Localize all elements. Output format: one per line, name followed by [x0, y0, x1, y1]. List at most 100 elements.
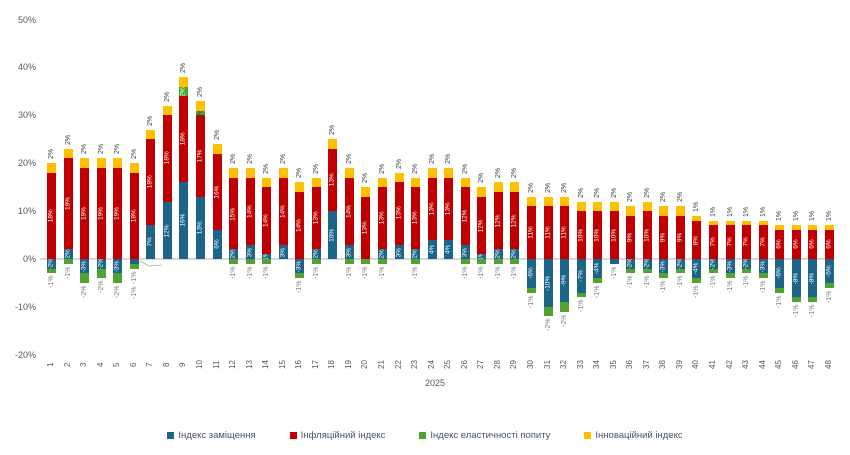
bar-segment-series1[interactable] [725, 225, 735, 259]
bar-segment-series3[interactable] [725, 220, 735, 226]
bar-segment-series1[interactable] [212, 153, 222, 231]
bar-segment-series2[interactable] [543, 306, 553, 317]
bar-segment-series1[interactable] [179, 96, 189, 183]
bar-segment-series1[interactable] [229, 177, 239, 250]
bar-segment-series1[interactable] [295, 191, 305, 259]
legend-item-2[interactable]: Індекс еластичності попиту [419, 430, 550, 441]
bar-segment-series1[interactable] [427, 177, 437, 240]
bar-segment-series1[interactable] [411, 187, 421, 250]
bar-segment-series3[interactable] [96, 158, 106, 168]
bar-segment-series1[interactable] [129, 172, 139, 259]
bar-segment-series0[interactable] [493, 249, 503, 259]
bar-segment-series0[interactable] [510, 249, 520, 259]
bar-segment-series3[interactable] [543, 196, 553, 207]
bar-segment-series1[interactable] [80, 167, 90, 259]
bar-segment-series0[interactable] [742, 259, 752, 269]
bar-segment-series2[interactable] [775, 287, 785, 293]
bar-segment-series2[interactable] [63, 259, 73, 264]
bar-segment-series0[interactable] [146, 225, 156, 259]
bar-segment-series2[interactable] [742, 268, 752, 274]
bar-segment-series1[interactable] [493, 191, 503, 250]
bar-segment-series1[interactable] [808, 230, 818, 259]
bar-segment-series1[interactable] [162, 115, 172, 202]
bar-segment-series3[interactable] [129, 163, 139, 173]
bar-segment-series0[interactable] [758, 259, 768, 274]
bar-segment-series2[interactable] [758, 273, 768, 279]
bar-segment-series1[interactable] [96, 167, 106, 259]
bar-segment-series0[interactable] [593, 259, 603, 279]
bar-segment-series3[interactable] [493, 182, 503, 192]
bar-segment-series0[interactable] [344, 244, 354, 259]
bar-segment-series2[interactable] [493, 259, 503, 264]
bar-segment-series0[interactable] [460, 244, 470, 259]
bar-segment-series3[interactable] [675, 206, 685, 216]
bar-segment-series1[interactable] [394, 182, 404, 245]
bar-segment-series0[interactable] [195, 196, 205, 259]
bar-segment-series1[interactable] [560, 206, 570, 259]
bar-segment-series0[interactable] [229, 249, 239, 259]
bar-segment-series3[interactable] [692, 215, 702, 221]
bar-segment-series1[interactable] [609, 211, 619, 259]
bar-segment-series2[interactable] [675, 268, 685, 274]
bar-segment-series0[interactable] [411, 249, 421, 259]
bar-segment-series3[interactable] [63, 148, 73, 159]
bar-segment-series0[interactable] [576, 259, 586, 293]
bar-segment-series2[interactable] [725, 273, 735, 279]
bar-segment-series0[interactable] [63, 249, 73, 259]
bar-segment-series2[interactable] [311, 259, 321, 264]
bar-segment-series3[interactable] [295, 182, 305, 192]
bar-segment-series2[interactable] [80, 273, 90, 283]
bar-segment-series1[interactable] [311, 187, 321, 250]
bar-segment-series2[interactable] [460, 259, 470, 264]
bar-segment-series3[interactable] [80, 158, 90, 168]
bar-segment-series2[interactable] [709, 268, 718, 274]
bar-segment-series2[interactable] [47, 268, 56, 274]
bar-segment-series2[interactable] [560, 302, 570, 312]
bar-segment-series0[interactable] [179, 182, 189, 259]
bar-segment-series3[interactable] [394, 172, 404, 183]
bar-segment-series2[interactable] [510, 259, 520, 264]
bar-segment-series3[interactable] [444, 167, 454, 178]
bar-segment-series1[interactable] [361, 196, 371, 259]
bar-segment-series1[interactable] [278, 177, 288, 245]
bar-segment-series2[interactable] [361, 259, 371, 264]
bar-segment-series1[interactable] [47, 172, 56, 259]
bar-segment-series3[interactable] [626, 206, 636, 216]
bar-segment-series3[interactable] [179, 76, 189, 87]
bar-segment-series0[interactable] [543, 259, 553, 307]
bar-segment-series1[interactable] [758, 225, 768, 259]
bar-segment-series0[interactable] [642, 259, 652, 269]
bar-segment-series1[interactable] [576, 211, 586, 259]
bar-segment-series2[interactable] [195, 110, 205, 116]
bar-segment-series0[interactable] [675, 259, 685, 269]
bar-segment-series0[interactable] [129, 259, 139, 264]
bar-segment-series0[interactable] [328, 211, 338, 259]
bar-segment-series2[interactable] [576, 292, 586, 298]
bar-segment-series0[interactable] [311, 249, 321, 259]
bar-segment-series0[interactable] [692, 259, 702, 279]
bar-segment-series2[interactable] [344, 259, 354, 264]
bar-segment-series0[interactable] [725, 259, 735, 274]
bar-segment-series1[interactable] [543, 206, 553, 259]
legend-item-3[interactable]: Інноваційний індекс [584, 430, 683, 441]
bar-segment-series1[interactable] [63, 158, 73, 250]
bar-segment-series0[interactable] [394, 244, 404, 259]
bar-segment-series3[interactable] [775, 225, 785, 231]
legend-item-1[interactable]: Інфляційний індекс [289, 430, 385, 441]
bar-segment-series0[interactable] [824, 259, 834, 283]
bar-segment-series3[interactable] [245, 167, 255, 178]
bar-segment-series0[interactable] [295, 259, 305, 274]
bar-segment-series3[interactable] [212, 144, 222, 154]
bar-segment-series1[interactable] [742, 225, 752, 259]
bar-segment-series0[interactable] [80, 259, 90, 274]
bar-segment-series3[interactable] [113, 158, 123, 168]
bar-segment-series1[interactable] [328, 148, 338, 212]
bar-segment-series3[interactable] [344, 167, 354, 178]
bar-segment-series0[interactable] [444, 239, 454, 259]
bar-segment-series2[interactable] [824, 282, 834, 288]
bar-segment-series3[interactable] [411, 177, 421, 188]
bar-segment-series3[interactable] [709, 220, 718, 226]
bar-segment-series3[interactable] [328, 139, 338, 149]
bar-segment-series3[interactable] [824, 225, 834, 231]
bar-segment-series3[interactable] [229, 167, 239, 178]
